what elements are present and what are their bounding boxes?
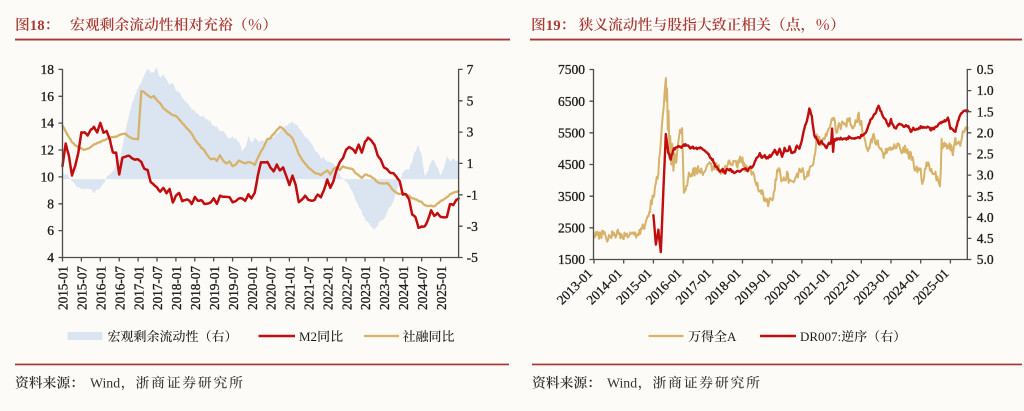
- svg-text:2019-01: 2019-01: [207, 266, 222, 310]
- svg-text:2016-07: 2016-07: [112, 266, 127, 310]
- svg-text:2020-07: 2020-07: [264, 266, 279, 310]
- svg-text:7: 7: [467, 62, 474, 77]
- svg-text:1.5: 1.5: [977, 104, 994, 119]
- svg-text:6500: 6500: [558, 94, 585, 109]
- svg-text:2019-07: 2019-07: [226, 266, 241, 310]
- svg-text:3.5: 3.5: [977, 189, 994, 204]
- svg-text:M2: M2: [299, 329, 317, 344]
- svg-text:2023-01: 2023-01: [358, 266, 373, 310]
- svg-text:2023-07: 2023-07: [377, 266, 392, 310]
- svg-text:2018-07: 2018-07: [188, 266, 203, 310]
- svg-text:5: 5: [467, 93, 474, 108]
- svg-text:1.0: 1.0: [977, 83, 994, 98]
- svg-text:-3: -3: [467, 219, 478, 234]
- svg-text:7500: 7500: [558, 62, 585, 77]
- svg-text:2022-07: 2022-07: [339, 266, 354, 310]
- svg-text:2025-01: 2025-01: [434, 266, 449, 310]
- svg-text:2.5: 2.5: [977, 147, 994, 162]
- svg-text:2024-01: 2024-01: [396, 266, 411, 310]
- svg-text:18: 18: [30, 18, 45, 34]
- svg-text:2015-07: 2015-07: [75, 266, 90, 310]
- svg-text:2021-01: 2021-01: [283, 266, 298, 310]
- svg-text:3500: 3500: [558, 189, 585, 204]
- svg-text:2016-01: 2016-01: [94, 266, 109, 310]
- svg-text:3: 3: [467, 125, 474, 140]
- svg-text:2024-07: 2024-07: [415, 266, 430, 310]
- svg-text:2021-07: 2021-07: [302, 266, 317, 310]
- svg-text:Wind: Wind: [90, 376, 120, 391]
- svg-text:18: 18: [41, 62, 55, 77]
- svg-text:3.0: 3.0: [977, 168, 994, 183]
- svg-text:A: A: [727, 329, 737, 344]
- svg-text:8: 8: [47, 196, 54, 211]
- svg-text:2015-01: 2015-01: [56, 266, 71, 310]
- svg-text:4: 4: [47, 250, 54, 265]
- svg-text:DR007:: DR007:: [800, 329, 841, 344]
- svg-text:19: 19: [546, 18, 561, 34]
- svg-text:2017-01: 2017-01: [131, 266, 146, 310]
- svg-text:10: 10: [41, 170, 55, 185]
- svg-text:2.0: 2.0: [977, 125, 994, 140]
- svg-text:4.0: 4.0: [977, 210, 994, 225]
- svg-text:-5: -5: [467, 250, 478, 265]
- svg-text:12: 12: [41, 143, 55, 158]
- svg-text:5.0: 5.0: [977, 252, 994, 267]
- svg-text:6: 6: [47, 223, 54, 238]
- svg-text:2022-01: 2022-01: [320, 266, 335, 310]
- svg-text:14: 14: [41, 116, 55, 131]
- svg-text:4.5: 4.5: [977, 231, 994, 246]
- svg-text:-1: -1: [467, 187, 478, 202]
- svg-text:2018-01: 2018-01: [169, 266, 184, 310]
- svg-text:4500: 4500: [558, 157, 585, 172]
- svg-text:1: 1: [467, 156, 474, 171]
- svg-text:Wind: Wind: [607, 376, 637, 391]
- svg-text:1500: 1500: [558, 252, 585, 267]
- svg-text:2020-01: 2020-01: [245, 266, 260, 310]
- svg-text:2017-07: 2017-07: [150, 266, 165, 310]
- svg-text:16: 16: [41, 89, 55, 104]
- svg-text:5500: 5500: [558, 125, 585, 140]
- svg-text:0.5: 0.5: [977, 62, 994, 77]
- svg-text:2500: 2500: [558, 220, 585, 235]
